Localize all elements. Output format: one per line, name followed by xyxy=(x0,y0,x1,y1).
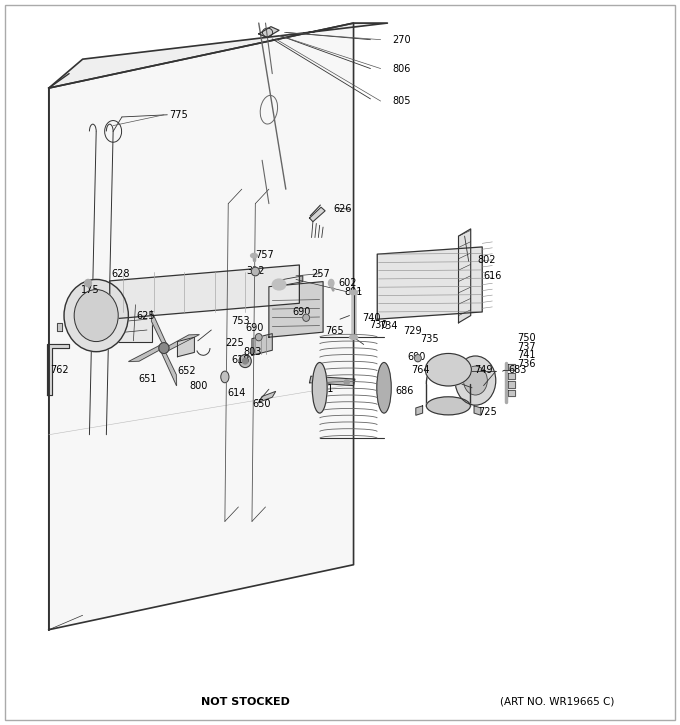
Text: 686: 686 xyxy=(396,386,414,397)
Polygon shape xyxy=(57,323,63,331)
Polygon shape xyxy=(508,390,515,397)
Polygon shape xyxy=(49,23,388,88)
Text: 652: 652 xyxy=(177,366,196,376)
Ellipse shape xyxy=(272,279,286,290)
Ellipse shape xyxy=(350,335,358,339)
Text: 270: 270 xyxy=(392,35,411,45)
Polygon shape xyxy=(162,353,177,386)
Polygon shape xyxy=(49,23,354,630)
Ellipse shape xyxy=(313,378,319,382)
Ellipse shape xyxy=(425,354,471,386)
Text: 730: 730 xyxy=(369,320,388,330)
Text: 683: 683 xyxy=(508,365,526,375)
Text: 737: 737 xyxy=(517,341,536,352)
Text: 741: 741 xyxy=(517,350,536,360)
Polygon shape xyxy=(508,381,515,388)
Polygon shape xyxy=(252,334,272,355)
Text: 749: 749 xyxy=(474,365,492,375)
Text: 757: 757 xyxy=(256,250,274,260)
Polygon shape xyxy=(151,310,166,343)
Text: 625: 625 xyxy=(137,310,156,320)
Text: 690: 690 xyxy=(408,352,426,362)
Text: 740: 740 xyxy=(362,312,381,323)
Polygon shape xyxy=(377,247,482,319)
Ellipse shape xyxy=(85,279,91,286)
Text: 690: 690 xyxy=(245,323,264,333)
Polygon shape xyxy=(48,344,69,395)
Text: 736: 736 xyxy=(517,359,536,369)
Ellipse shape xyxy=(377,362,391,413)
Text: NOT STOCKED: NOT STOCKED xyxy=(201,697,290,707)
Text: 628: 628 xyxy=(111,270,130,279)
Text: 691: 691 xyxy=(315,384,333,394)
Text: 765: 765 xyxy=(325,326,343,336)
Polygon shape xyxy=(309,207,325,222)
Ellipse shape xyxy=(426,397,471,415)
Ellipse shape xyxy=(464,366,488,395)
Polygon shape xyxy=(508,373,515,379)
Ellipse shape xyxy=(455,356,496,405)
Polygon shape xyxy=(275,276,303,286)
Ellipse shape xyxy=(344,380,350,384)
Ellipse shape xyxy=(252,268,259,276)
Polygon shape xyxy=(258,392,275,402)
Ellipse shape xyxy=(243,358,248,364)
Text: 257: 257 xyxy=(311,269,330,278)
Text: 616: 616 xyxy=(483,271,502,281)
Text: 175: 175 xyxy=(82,285,100,295)
Ellipse shape xyxy=(350,290,358,294)
Text: 750: 750 xyxy=(517,333,536,343)
Text: 626: 626 xyxy=(333,204,352,215)
Polygon shape xyxy=(109,265,299,319)
Ellipse shape xyxy=(328,279,334,286)
Text: 803: 803 xyxy=(244,347,262,357)
Polygon shape xyxy=(129,346,159,362)
Text: 614: 614 xyxy=(227,388,245,398)
Polygon shape xyxy=(309,376,355,386)
Text: 690: 690 xyxy=(292,307,311,317)
Polygon shape xyxy=(269,281,323,337)
Polygon shape xyxy=(258,27,279,38)
Ellipse shape xyxy=(74,289,118,341)
Text: 805: 805 xyxy=(392,96,411,106)
Text: 312: 312 xyxy=(247,266,265,276)
Text: 800: 800 xyxy=(190,381,208,391)
Ellipse shape xyxy=(256,334,262,341)
FancyBboxPatch shape xyxy=(105,303,152,342)
Text: 602: 602 xyxy=(338,278,356,288)
Text: 802: 802 xyxy=(477,255,496,265)
Ellipse shape xyxy=(303,314,309,321)
Polygon shape xyxy=(169,335,199,350)
Polygon shape xyxy=(474,406,481,415)
Text: 801: 801 xyxy=(345,286,363,297)
Ellipse shape xyxy=(415,355,422,362)
Ellipse shape xyxy=(221,371,229,383)
Text: 618: 618 xyxy=(232,355,250,365)
Polygon shape xyxy=(416,406,423,415)
Text: (ART NO. WR19665 C): (ART NO. WR19665 C) xyxy=(500,697,614,707)
Ellipse shape xyxy=(312,362,327,413)
Ellipse shape xyxy=(239,355,252,368)
Polygon shape xyxy=(508,364,515,370)
Text: 651: 651 xyxy=(138,374,156,384)
Text: 762: 762 xyxy=(50,365,69,375)
Ellipse shape xyxy=(64,279,129,352)
Text: 806: 806 xyxy=(392,64,411,73)
Text: 725: 725 xyxy=(478,407,497,417)
Polygon shape xyxy=(177,337,194,357)
Text: 225: 225 xyxy=(225,338,243,348)
Text: 650: 650 xyxy=(252,399,271,409)
Ellipse shape xyxy=(159,343,169,354)
Text: 729: 729 xyxy=(403,326,422,336)
Text: 734: 734 xyxy=(379,321,398,331)
Text: 775: 775 xyxy=(169,109,188,120)
Text: 735: 735 xyxy=(420,334,439,344)
Polygon shape xyxy=(458,229,471,323)
Text: 764: 764 xyxy=(411,365,430,375)
Ellipse shape xyxy=(251,254,257,258)
Text: 753: 753 xyxy=(232,316,250,326)
